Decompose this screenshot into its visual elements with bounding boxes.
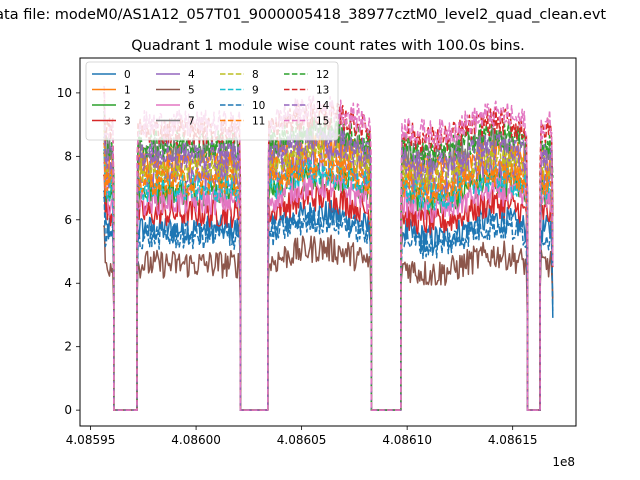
legend-label-5: 5 [188,85,195,97]
y-tick-label: 2 [64,340,72,354]
series-lines [103,85,554,411]
legend-label-14: 14 [316,100,330,112]
legend-label-6: 6 [188,100,195,112]
y-tick-label: 10 [57,86,72,100]
legend-label-8: 8 [252,69,259,81]
series-line-5 [103,225,554,411]
x-tick-label: 4.08595 [66,433,116,447]
legend-label-13: 13 [316,85,329,97]
chart-title: Quadrant 1 module wise count rates with … [131,38,525,54]
legend-label-2: 2 [124,100,131,112]
legend-frame [85,61,339,141]
legend-label-0: 0 [124,69,131,81]
x-offset-label: 1e8 [552,455,575,469]
series-line-6 [103,161,554,411]
series-line-11 [103,142,554,411]
legend-label-7: 7 [188,116,195,128]
y-tick-label: 0 [64,403,72,417]
series-line-14 [103,117,554,411]
x-tick-label: 4.08610 [382,433,432,447]
y-tick-label: 6 [64,213,72,227]
legend-label-11: 11 [252,116,265,128]
y-tick-label: 8 [64,149,72,163]
series-line-10 [103,196,554,411]
legend-label-3: 3 [124,116,131,128]
legend-label-9: 9 [252,85,259,97]
x-tick-label: 4.08605 [277,433,327,447]
legend-label-12: 12 [316,69,329,81]
plot-frame [79,57,577,427]
legend-label-10: 10 [252,100,265,112]
x-tick-label: 4.08600 [171,433,221,447]
legend-label-1: 1 [124,85,131,97]
x-axis: 4.08595 4.08600 4.08605 4.08610 4.08615 [66,426,538,447]
x-tick-label: 4.08615 [488,433,538,447]
y-axis: 0 2 4 6 8 10 [57,86,80,417]
legend-label-15: 15 [316,116,329,128]
figure-suptitle: Data file: modeM0/AS1A12_057T01_90000054… [0,7,640,29]
suptitle-text: Data file: modeM0/AS1A12_057T01_90000054… [0,7,607,23]
legend-label-4: 4 [188,69,195,81]
y-tick-label: 4 [64,276,72,290]
series-line-9 [103,149,554,411]
